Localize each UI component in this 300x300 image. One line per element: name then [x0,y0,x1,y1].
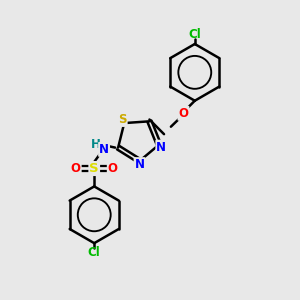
Text: N: N [135,158,145,171]
Text: S: S [118,113,127,126]
Text: O: O [178,107,188,120]
Text: O: O [108,162,118,175]
Text: Cl: Cl [188,28,201,41]
Text: N: N [156,141,166,154]
Text: N: N [99,143,109,156]
Text: Cl: Cl [88,246,100,259]
Text: S: S [89,162,99,175]
Text: O: O [71,162,81,175]
Text: H: H [91,137,101,151]
